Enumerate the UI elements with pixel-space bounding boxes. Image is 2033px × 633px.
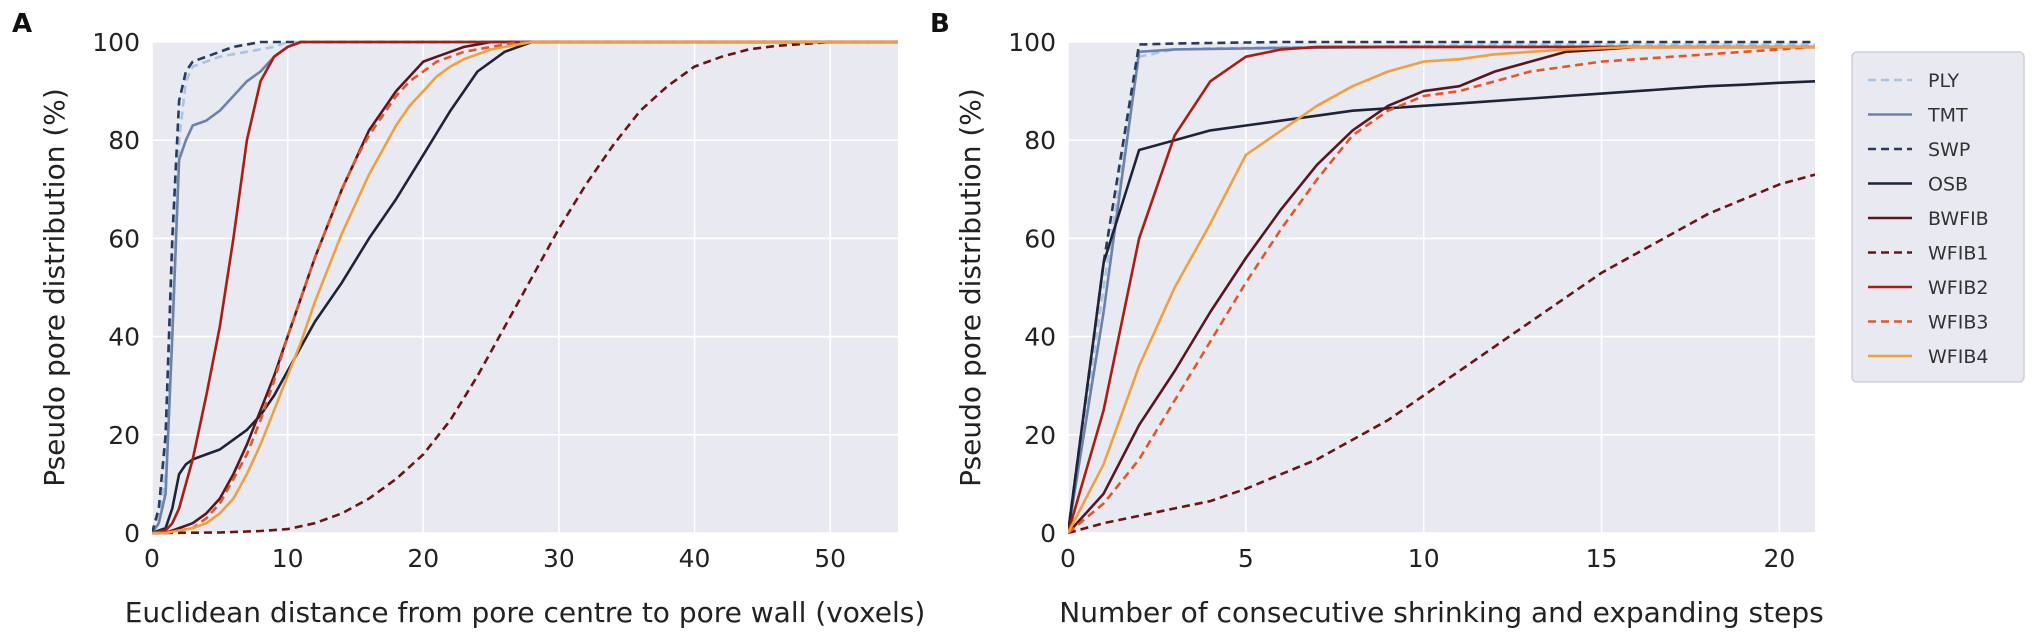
series-line-wfib3-a — [152, 40, 898, 535]
x-tick-label: 5 — [1238, 544, 1254, 573]
y-tick-label: 80 — [1024, 126, 1056, 155]
series-line-wfib3-b — [1068, 45, 1815, 535]
legend: PLY TMT SWP OSB BWFIB WFIB1 WFIB2 WFIB3 WFIB4 — [1851, 51, 2025, 383]
y-tick-label: 60 — [108, 224, 140, 253]
legend-label-tmt: TMT — [1927, 105, 1968, 127]
y-axis-label: Pseudo pore distribution (%) — [954, 88, 987, 487]
panel-label-a: A — [12, 9, 32, 39]
y-tick-label: 0 — [1040, 519, 1056, 548]
series-line-wfib4-b — [1068, 45, 1815, 534]
series-line-wfib1-a — [152, 40, 898, 535]
series-line-osb-a — [152, 40, 898, 535]
legend-label-wfib2: WFIB2 — [1928, 277, 1988, 299]
panel-label-b: B — [930, 9, 950, 39]
x-tick-label: 10 — [272, 544, 304, 573]
series-line-wfib4-a — [152, 40, 898, 535]
series-line-swp-a — [152, 40, 898, 534]
x-tick-label: 20 — [1764, 544, 1796, 573]
legend-box — [1851, 51, 2025, 383]
series-line-ply-a — [152, 40, 898, 534]
legend-label-swp: SWP — [1928, 139, 1970, 161]
plot-area-b — [1068, 42, 1815, 533]
y-tick-label: 20 — [108, 421, 140, 450]
x-tick-label: 0 — [1060, 544, 1076, 573]
y-tick-label: 80 — [108, 126, 140, 155]
plot-area-a — [152, 42, 898, 533]
y-tick-label: 100 — [92, 28, 140, 57]
series-line-wfib1-b — [1068, 173, 1815, 535]
x-tick-label: 0 — [144, 544, 160, 573]
series-group — [1068, 40, 1815, 535]
y-tick-label: 40 — [108, 323, 140, 352]
y-tick-label: 60 — [1024, 224, 1056, 253]
x-axis-label: Euclidean distance from pore centre to p… — [125, 596, 926, 629]
x-tick-label: 40 — [679, 544, 711, 573]
legend-label-wfib4: WFIB4 — [1928, 346, 1988, 368]
series-line-osb-b — [1068, 80, 1815, 534]
series-line-wfib2-a — [152, 40, 898, 535]
legend-label-osb: OSB — [1928, 174, 1968, 196]
x-tick-label: 50 — [814, 544, 846, 573]
y-tick-label: 0 — [124, 519, 140, 548]
panel-a: 0 10 20 30 40 50 0 20 40 60 80 100 Euclidean distanc… — [12, 9, 925, 629]
series-line-wfib2-b — [1068, 45, 1815, 534]
panel-b: 0 5 10 15 20 0 20 40 60 80 100 Number of consecutiv… — [930, 9, 1824, 629]
x-axis-label: Number of consecutive shrinking and expa… — [1059, 596, 1823, 629]
x-tick-label: 10 — [1408, 544, 1440, 573]
legend-label-ply: PLY — [1928, 70, 1960, 92]
y-axis-label: Pseudo pore distribution (%) — [38, 88, 71, 487]
series-group — [152, 40, 898, 535]
y-tick-label: 100 — [1008, 28, 1056, 57]
x-tick-label: 15 — [1586, 544, 1618, 573]
legend-label-wfib1: WFIB1 — [1928, 243, 1988, 265]
y-tick-label: 40 — [1024, 323, 1056, 352]
x-tick-label: 20 — [407, 544, 439, 573]
x-tick-label: 30 — [543, 544, 575, 573]
legend-label-bwfib: BWFIB — [1928, 208, 1989, 230]
series-line-swp-b — [1068, 40, 1815, 534]
y-tick-label: 20 — [1024, 421, 1056, 450]
legend-label-wfib3: WFIB3 — [1928, 312, 1988, 334]
